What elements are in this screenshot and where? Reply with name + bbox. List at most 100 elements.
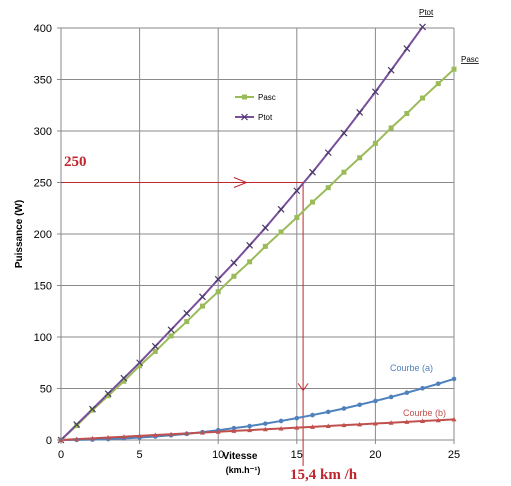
point-courbe-a-25 <box>451 376 457 382</box>
point-courbe-b-16 <box>310 424 316 429</box>
point-pasc-22 <box>404 110 410 116</box>
point-ptot-23 <box>419 23 426 31</box>
legend-item-pasc: Pasc <box>235 93 276 102</box>
point-ptot-22 <box>403 45 411 53</box>
point-courbe-a-20 <box>373 398 378 404</box>
point-courbe-b-18 <box>341 422 347 428</box>
x-axis-title: Vitesse <box>223 451 258 462</box>
point-ptot-18 <box>340 129 348 137</box>
point-pasc-8 <box>184 319 190 325</box>
point-ptot-21 <box>387 66 395 74</box>
point-courbe-b-2 <box>89 435 95 441</box>
point-ptot-12 <box>246 241 254 249</box>
series-line-courbe-a <box>60 377 455 441</box>
point-ptot-20 <box>371 88 379 96</box>
y-tick-label-100: 100 <box>34 332 52 344</box>
point-courbe-b-5 <box>137 433 143 438</box>
point-courbe-b-7 <box>168 431 174 437</box>
point-courbe-a-16 <box>310 412 315 418</box>
point-courbe-a-13 <box>263 421 268 426</box>
point-courbe-b-22 <box>404 419 410 424</box>
point-courbe-b-24 <box>435 417 441 423</box>
point-courbe-a-11 <box>231 425 237 431</box>
point-courbe-a-15 <box>294 415 300 421</box>
point-pasc-6 <box>152 348 158 354</box>
point-courbe-a-19 <box>357 402 362 408</box>
point-ptot-9 <box>199 293 206 301</box>
legend-ptot-marker <box>241 113 248 121</box>
point-pasc-7 <box>168 333 174 339</box>
point-courbe-b-14 <box>278 425 284 431</box>
point-ptot-7 <box>167 326 175 334</box>
legend-item-ptot: Ptot <box>235 113 273 122</box>
point-pasc-24 <box>435 81 441 87</box>
point-pasc-14 <box>278 229 284 235</box>
annotation-arrow-down <box>297 383 309 392</box>
point-courbe-a-21 <box>388 394 394 400</box>
point-ptot-19 <box>356 109 364 116</box>
x-tick-label-25: 25 <box>448 449 460 461</box>
y-tick-label-400: 400 <box>34 23 52 35</box>
x-marker-label-speed: 15,4 km /h <box>290 467 358 483</box>
legend: Pasc Ptot <box>235 93 276 122</box>
point-ptot-6 <box>151 342 159 350</box>
point-courbe-b-1 <box>74 436 80 442</box>
legend-pasc-label: Pasc <box>258 93 276 102</box>
point-ptot-4 <box>120 374 128 382</box>
point-courbe-b-10 <box>215 429 221 434</box>
point-ptot-14 <box>277 205 285 213</box>
point-courbe-b-3 <box>105 435 111 440</box>
point-pasc-2 <box>89 407 95 413</box>
point-pasc-9 <box>199 303 205 309</box>
point-pasc-13 <box>262 243 268 249</box>
point-courbe-b-9 <box>199 430 205 435</box>
point-courbe-b-20 <box>372 421 378 426</box>
point-ptot-8 <box>183 309 191 317</box>
point-pasc-16 <box>310 199 316 205</box>
x-tick-label-0: 0 <box>58 449 64 461</box>
tick-labels: 0 50 100 150 200 250 300 350 400 0 5 10 15 20 25 <box>34 23 460 461</box>
point-pasc-1 <box>74 423 80 429</box>
axes <box>57 27 455 444</box>
point-courbe-a-24 <box>435 381 441 387</box>
point-pasc-15 <box>294 215 300 221</box>
point-courbe-b-4 <box>121 434 127 439</box>
point-courbe-b-6 <box>152 432 158 438</box>
point-pasc-10 <box>215 289 221 295</box>
series-line-ptot <box>60 26 424 441</box>
ptot-end-label: Ptot <box>419 8 434 17</box>
point-ptot-2 <box>89 405 96 413</box>
x-tick-label-10: 10 <box>212 449 224 461</box>
annotation-arrow-right <box>233 177 248 188</box>
point-ptot-1 <box>73 421 81 428</box>
point-pasc-25 <box>451 66 457 72</box>
x-tick-label-20: 20 <box>369 449 381 461</box>
y-tick-label-150: 150 <box>34 281 52 293</box>
point-courbe-b-25 <box>451 416 457 422</box>
pasc-end-label: Pasc <box>461 55 479 64</box>
point-ptot-16 <box>309 168 316 176</box>
gridlines <box>61 27 455 440</box>
point-courbe-b-12 <box>247 427 253 433</box>
point-pasc-12 <box>247 259 253 265</box>
series-line-courbe-b <box>60 418 455 441</box>
legend-pasc-marker <box>242 94 247 100</box>
y-tick-label-250: 250 <box>34 178 52 190</box>
y-tick-label-200: 200 <box>34 229 52 241</box>
series-markers <box>57 23 457 444</box>
y-tick-label-350: 350 <box>34 75 52 87</box>
x-tick-label-15: 15 <box>291 449 303 461</box>
point-ptot-13 <box>261 224 269 232</box>
x-tick-label-5: 5 <box>137 449 143 461</box>
point-courbe-a-22 <box>404 390 410 396</box>
point-ptot-11 <box>230 259 238 267</box>
point-courbe-a-18 <box>341 406 347 411</box>
x-axis-unit: (km.h⁻¹) <box>226 465 261 475</box>
point-ptot-5 <box>136 359 144 367</box>
point-courbe-b-13 <box>262 426 268 432</box>
y-tick-label-300: 300 <box>34 126 52 138</box>
point-pasc-3 <box>105 393 111 399</box>
point-courbe-b-11 <box>231 428 237 433</box>
point-ptot-10 <box>214 275 222 283</box>
